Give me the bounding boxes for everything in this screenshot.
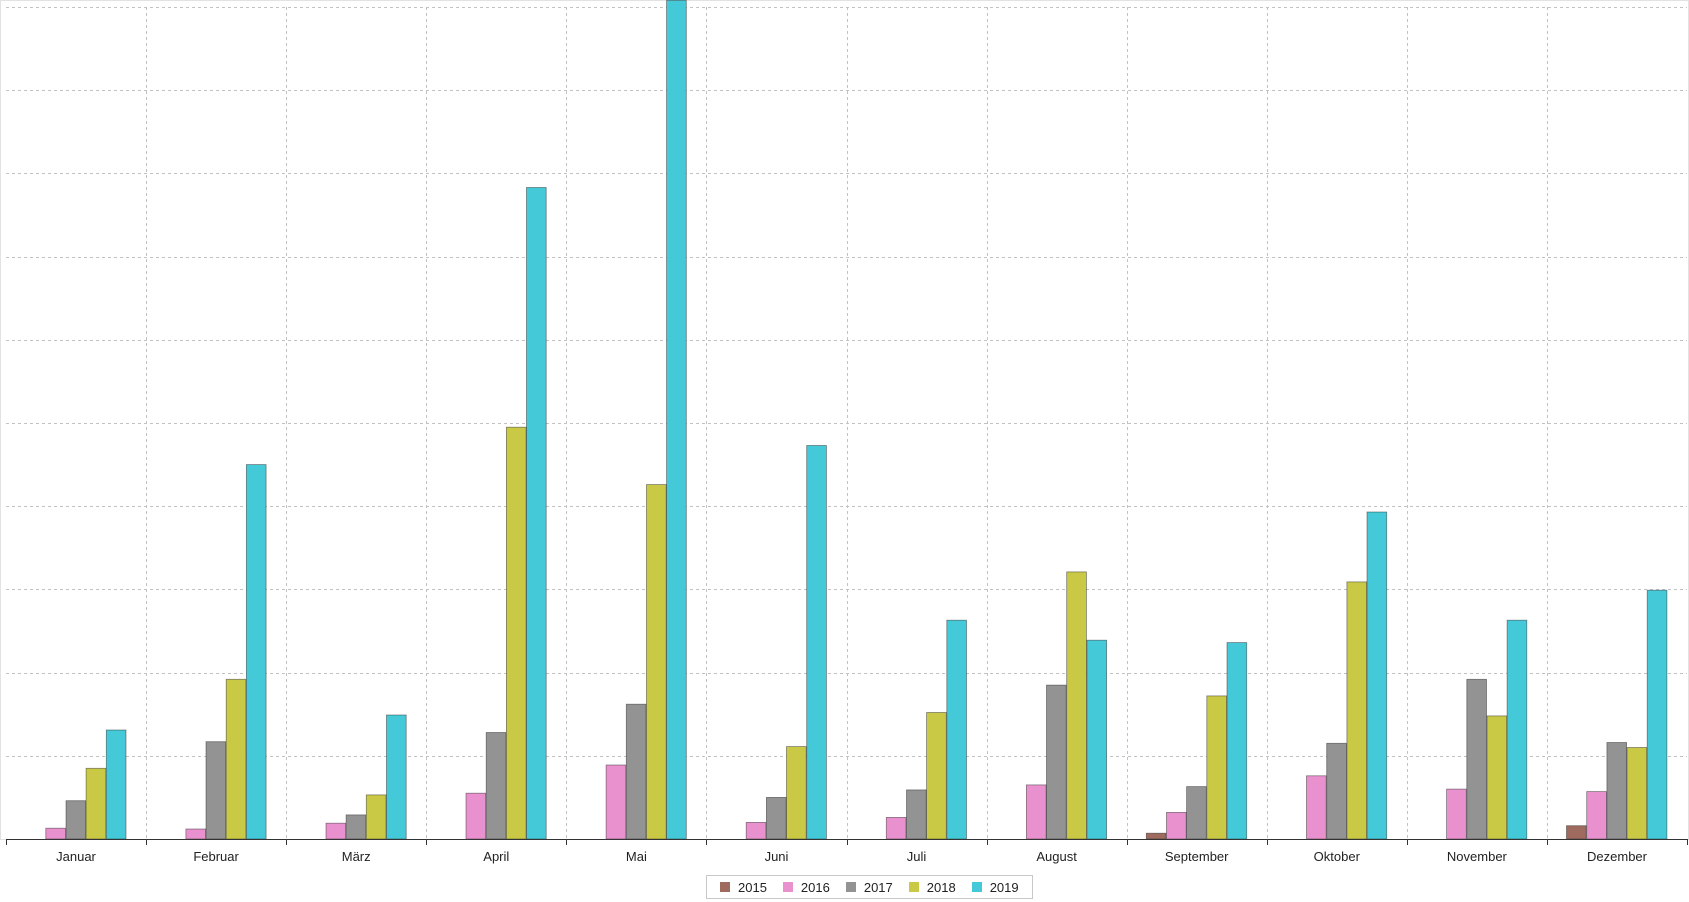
legend: 2015 2016 2017 2018 2019 bbox=[706, 875, 1033, 899]
bar-2016-5 bbox=[745, 822, 767, 840]
legend-swatch bbox=[971, 882, 982, 892]
bar-2015-11 bbox=[1566, 825, 1587, 840]
legend-item-2019: 2019 bbox=[971, 879, 1019, 895]
x-tick-label: Oktober bbox=[1314, 849, 1361, 864]
bar-2015-8 bbox=[1145, 832, 1167, 840]
bar-2018-9 bbox=[1346, 581, 1368, 840]
grid bbox=[0, 0, 1689, 840]
bar-2018-10 bbox=[1486, 715, 1508, 840]
bar-2017-8 bbox=[1186, 786, 1207, 840]
bar-2018-11 bbox=[1626, 747, 1648, 840]
x-tick-label: April bbox=[483, 849, 509, 864]
x-tick-labels: Januar Februar März April Mai Juni Juli August S… bbox=[56, 849, 1648, 864]
bar-2017-7 bbox=[1046, 684, 1067, 840]
bar-2019-6 bbox=[946, 619, 967, 840]
bar-2016-11 bbox=[1586, 791, 1607, 840]
x-tick-label: Februar bbox=[193, 849, 239, 864]
bar-2018-8 bbox=[1206, 695, 1227, 840]
x-tick-label: August bbox=[1036, 849, 1077, 864]
legend-label: 2015 bbox=[738, 879, 767, 895]
bar-2016-9 bbox=[1306, 775, 1327, 840]
legend-item-2015: 2015 bbox=[720, 880, 767, 895]
x-tick-label: März bbox=[342, 849, 371, 864]
legend-label: 2019 bbox=[989, 879, 1019, 895]
x-tick-label: November bbox=[1447, 849, 1508, 864]
bar-2018-0 bbox=[85, 767, 107, 840]
bar-2017-2 bbox=[345, 814, 367, 840]
bar-2019-0 bbox=[105, 729, 127, 840]
bar-2018-2 bbox=[365, 794, 387, 840]
bar-2017-10 bbox=[1466, 678, 1487, 840]
legend-swatch bbox=[720, 882, 730, 892]
bar-2018-4 bbox=[646, 484, 667, 840]
legend-label: 2016 bbox=[800, 879, 830, 895]
bar-2017-0 bbox=[65, 800, 87, 840]
bar-2017-4 bbox=[625, 703, 647, 840]
x-axis bbox=[6, 839, 1688, 845]
bar-2019-10 bbox=[1506, 619, 1528, 840]
x-tick-label: Juli bbox=[907, 849, 927, 864]
bar-2016-6 bbox=[885, 817, 907, 840]
bar-2016-7 bbox=[1026, 784, 1047, 840]
x-tick-label: Juni bbox=[765, 849, 789, 864]
bar-2016-1 bbox=[185, 828, 206, 840]
bar-2019-9 bbox=[1366, 511, 1388, 840]
bar-2016-0 bbox=[45, 827, 66, 840]
bar-2016-4 bbox=[605, 764, 627, 840]
legend-item-2017: 2017 bbox=[845, 879, 893, 895]
bar-2016-10 bbox=[1446, 788, 1467, 840]
bar-2017-9 bbox=[1326, 742, 1347, 840]
bar-2019-1 bbox=[245, 464, 267, 840]
x-tick-label: September bbox=[1165, 849, 1229, 864]
x-tick-label: Januar bbox=[56, 849, 96, 864]
bar-2019-3 bbox=[526, 187, 547, 840]
legend-label: 2017 bbox=[863, 879, 893, 895]
bar-2017-3 bbox=[485, 732, 507, 840]
bar-2017-1 bbox=[205, 741, 227, 840]
bar-2018-6 bbox=[926, 712, 947, 840]
bar-2016-8 bbox=[1166, 812, 1187, 840]
legend-swatch bbox=[782, 882, 793, 892]
bar-2017-5 bbox=[766, 797, 787, 840]
bar-2018-3 bbox=[505, 426, 527, 840]
x-tick-label: Mai bbox=[626, 849, 647, 864]
bar-2019-8 bbox=[1226, 642, 1248, 840]
bar-2019-11 bbox=[1646, 589, 1668, 840]
legend-swatch bbox=[845, 882, 856, 892]
x-tick-label: Dezember bbox=[1587, 849, 1648, 864]
bar-2018-1 bbox=[225, 678, 247, 840]
legend-label: 2018 bbox=[926, 879, 956, 895]
bar-2018-7 bbox=[1066, 571, 1087, 840]
legend-item-2016: 2016 bbox=[782, 879, 830, 895]
bar-2019-7 bbox=[1086, 639, 1108, 840]
bar-2019-4 bbox=[666, 0, 687, 840]
legend-swatch bbox=[908, 882, 919, 892]
bar-2017-11 bbox=[1606, 742, 1628, 840]
bar-2019-5 bbox=[806, 445, 827, 840]
bar-2017-6 bbox=[906, 789, 927, 840]
legend-item-2018: 2018 bbox=[908, 879, 956, 895]
bar-2018-5 bbox=[786, 746, 807, 840]
bars bbox=[45, 0, 1668, 840]
bar-2016-3 bbox=[465, 792, 487, 840]
bar-2016-2 bbox=[325, 822, 347, 840]
bar-2019-2 bbox=[386, 714, 407, 840]
